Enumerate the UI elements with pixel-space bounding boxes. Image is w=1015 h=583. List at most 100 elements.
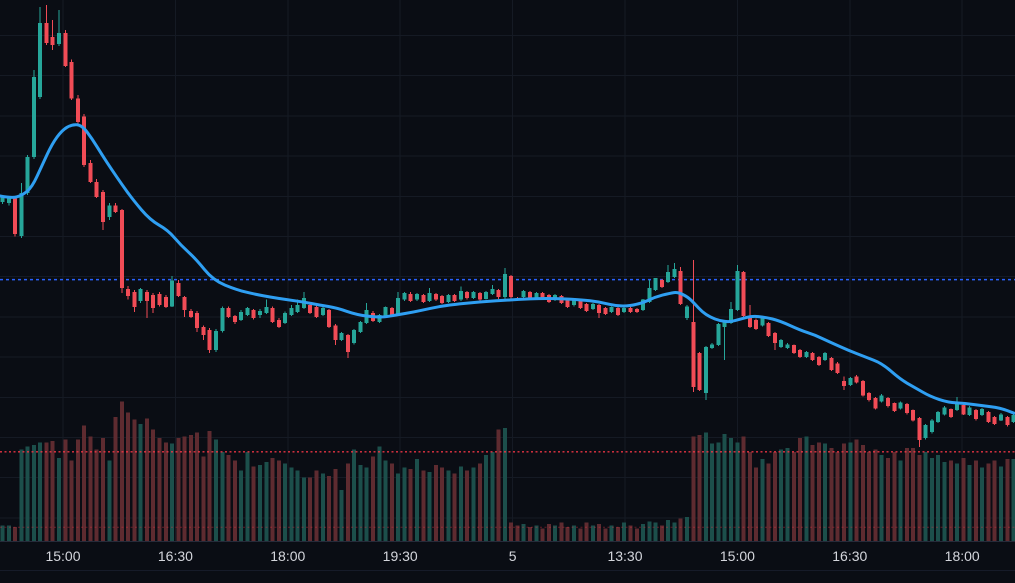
volume-bar	[873, 449, 878, 541]
volume-bar	[157, 438, 162, 541]
candle-body	[584, 304, 589, 312]
volume-bar	[923, 452, 928, 541]
volume-bar	[955, 463, 960, 541]
candle-body	[270, 307, 275, 322]
volume-bar	[195, 432, 200, 541]
volume-bar	[0, 525, 5, 541]
volume-bar	[1005, 459, 1010, 541]
volume-bar	[528, 526, 532, 541]
candle-body	[641, 299, 646, 311]
candle-body	[38, 22, 43, 98]
candle-body	[151, 294, 156, 308]
candle-body	[295, 305, 300, 313]
candle-body	[201, 326, 206, 335]
volume-bar	[911, 447, 916, 541]
candle-body	[540, 293, 545, 300]
candle-body	[484, 292, 489, 300]
volume-bar	[327, 476, 332, 541]
volume-bar	[785, 447, 790, 541]
candle-body	[653, 278, 658, 290]
volume-bar	[992, 460, 997, 541]
candle-body	[214, 331, 218, 351]
candle-wick	[58, 9, 60, 47]
candle-body	[999, 414, 1003, 421]
candle-body	[911, 410, 916, 421]
volume-bar	[63, 439, 68, 541]
candle-body	[31, 77, 36, 157]
volume-bar	[220, 452, 225, 541]
volume-bar	[94, 449, 99, 541]
volume-bar	[590, 525, 595, 541]
volume-bar	[232, 460, 237, 541]
candle-body	[622, 307, 627, 313]
volume-bar	[948, 460, 953, 541]
volume-bar	[170, 443, 175, 541]
candle-body	[446, 294, 451, 302]
volume-bar	[691, 436, 696, 541]
volume-bar	[578, 528, 583, 541]
candle-body	[314, 306, 319, 318]
volume-bar	[163, 442, 168, 541]
candle-body	[327, 310, 332, 327]
candle-body	[144, 292, 149, 301]
candle-body	[496, 290, 501, 297]
candle-body	[50, 36, 55, 46]
candle-body	[471, 292, 476, 299]
candle-body	[829, 357, 834, 370]
volume-bar	[565, 526, 570, 541]
candle-body	[352, 330, 357, 344]
candle-body	[967, 407, 972, 415]
time-axis[interactable]: 15:00 16:30 18:00 19:30 5 13:30 15:00 16:30 18:0…	[0, 541, 1015, 571]
candle-body	[936, 412, 941, 422]
candle-body	[264, 306, 269, 313]
candle-body	[929, 420, 934, 433]
candle-body	[427, 293, 432, 301]
volume-bar	[352, 449, 357, 541]
volume-bar	[741, 436, 746, 541]
volume-bar	[188, 435, 193, 541]
volume-bar	[553, 525, 558, 541]
candle-body	[182, 297, 187, 311]
volume-bar	[986, 463, 991, 541]
candle-body	[207, 330, 212, 351]
volume-bar	[678, 518, 683, 541]
candle-wick	[52, 20, 54, 50]
volume-bar	[69, 460, 74, 541]
volume-bar	[848, 442, 853, 541]
candle-body	[816, 356, 821, 365]
candle-body	[791, 344, 796, 353]
candle-body	[710, 344, 715, 349]
candle-body	[433, 293, 438, 300]
candle-body	[132, 292, 137, 307]
candle-body	[628, 307, 633, 313]
volume-bar	[82, 425, 87, 541]
candle-body	[339, 332, 344, 340]
volume-bar	[735, 442, 740, 541]
volume-bar	[779, 449, 784, 541]
candle-body	[69, 61, 74, 99]
volume-bar	[534, 525, 539, 541]
candle-body	[170, 280, 175, 307]
volume-bar	[622, 522, 627, 541]
candle-body	[766, 323, 771, 337]
candle-body	[729, 309, 733, 324]
candle-body	[0, 197, 5, 202]
volume-bar	[38, 442, 43, 541]
candle-body	[980, 408, 985, 415]
volume-bar	[144, 418, 149, 541]
volume-bar	[980, 467, 985, 541]
candle-body	[358, 322, 363, 332]
time-tick-label: 15:00	[45, 548, 80, 564]
volume-bar	[207, 431, 212, 541]
candle-body	[408, 293, 413, 301]
volume-bar	[314, 470, 319, 541]
candle-body	[308, 305, 313, 313]
candle-body	[672, 268, 677, 277]
candle-body	[289, 307, 294, 315]
candle-body	[798, 350, 803, 357]
volume-bar	[345, 463, 350, 541]
candle-body	[25, 156, 30, 193]
candle-body	[458, 291, 463, 300]
candle-body	[126, 288, 131, 296]
